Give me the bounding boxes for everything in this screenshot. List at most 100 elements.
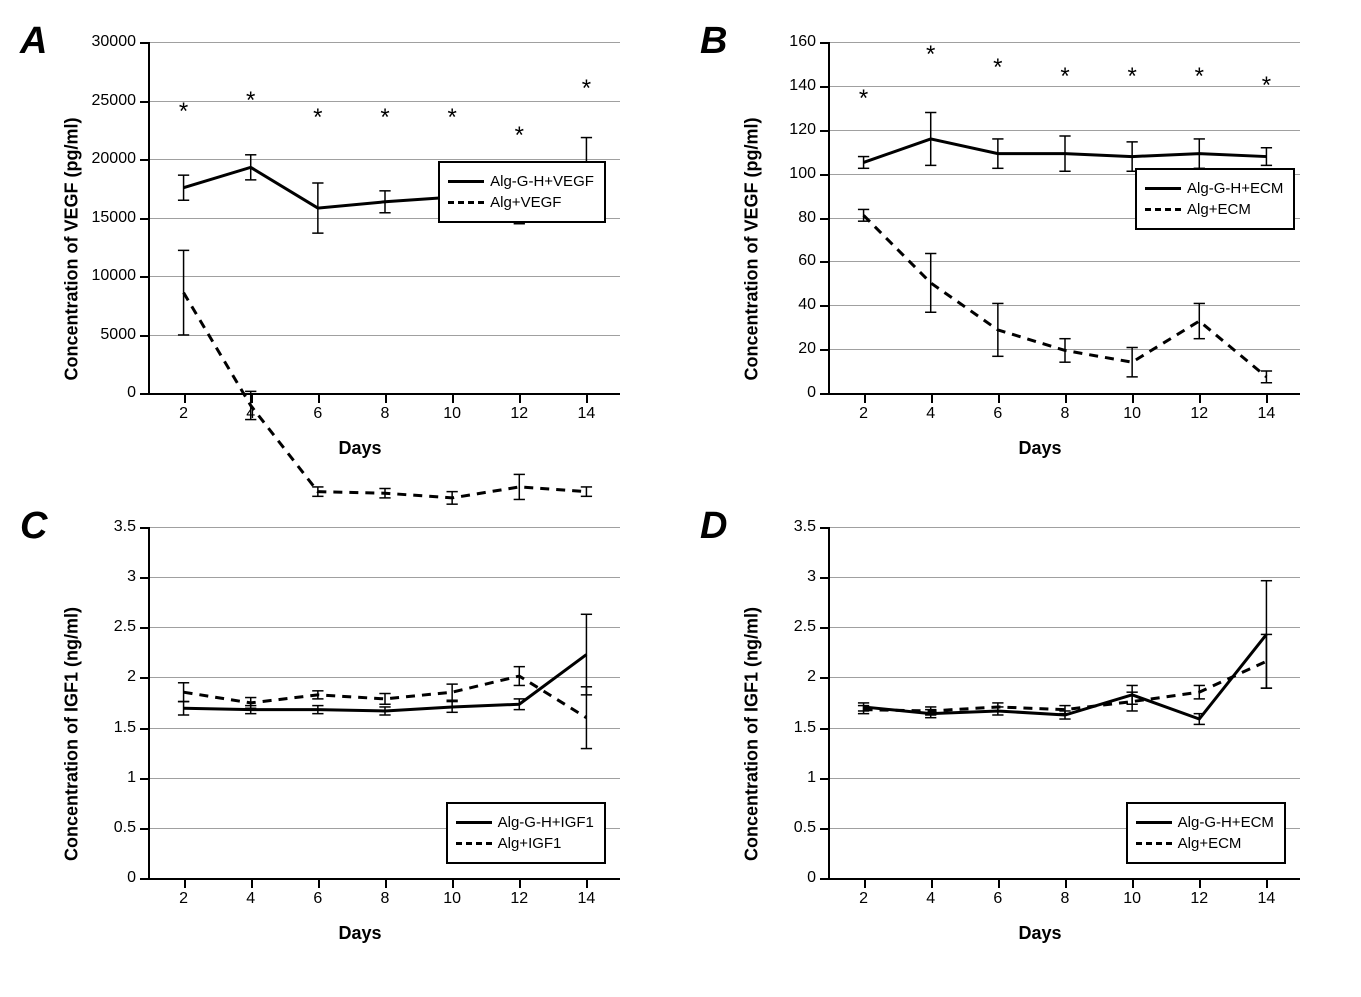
chart-area: Concentration of IGF1 (ng/ml)Days00.511.… xyxy=(70,517,650,950)
y-tick-label: 0.5 xyxy=(114,819,150,837)
legend-label: Alg-G-H+IGF1 xyxy=(498,814,594,831)
panel-B: BConcentration of VEGF (pg/ml)Days020406… xyxy=(700,20,1340,475)
y-tick-label: 80 xyxy=(798,209,830,227)
legend-label: Alg+ECM xyxy=(1187,201,1251,218)
significance-marker: * xyxy=(380,104,389,132)
y-tick-label: 60 xyxy=(798,252,830,270)
legend: Alg-G-H+IGF1 Alg+IGF1 xyxy=(446,802,606,864)
plot-area: 00.511.522.533.52468101214Alg-G-H+ECMAlg… xyxy=(828,527,1300,880)
y-tick-label: 1.5 xyxy=(794,719,830,737)
significance-marker: * xyxy=(1195,63,1204,91)
legend: Alg-G-H+VEGF Alg+VEGF xyxy=(438,161,606,223)
panel-A: AConcentration of VEGF (pg/ml)Days050001… xyxy=(20,20,660,475)
y-tick-label: 3.5 xyxy=(114,518,150,536)
panel-D: DConcentration of IGF1 (ng/ml)Days00.511… xyxy=(700,505,1340,960)
legend-label: Alg-G-H+VEGF xyxy=(490,173,594,190)
legend-label: Alg-G-H+ECM xyxy=(1178,814,1274,831)
y-axis-label: Concentration of VEGF (pg/ml) xyxy=(742,117,763,380)
significance-marker: * xyxy=(926,41,935,69)
y-tick-label: 1 xyxy=(127,769,150,787)
y-tick-label: 2 xyxy=(807,668,830,686)
significance-marker: * xyxy=(313,104,322,132)
y-tick-label: 25000 xyxy=(92,92,151,110)
chart-wrap: Concentration of IGF1 (ng/ml)Days00.511.… xyxy=(750,517,1330,950)
legend-item: Alg+VEGF xyxy=(448,194,594,211)
legend-swatch xyxy=(456,842,492,845)
y-tick-label: 140 xyxy=(789,77,830,95)
legend-item: Alg-G-H+IGF1 xyxy=(456,814,594,831)
significance-marker: * xyxy=(993,54,1002,82)
plot-area: 00.511.522.533.52468101214Alg-G-H+IGF1Al… xyxy=(148,527,620,880)
legend-swatch xyxy=(1145,187,1181,190)
legend-swatch xyxy=(1136,842,1172,845)
y-tick-label: 2.5 xyxy=(794,618,830,636)
y-tick-label: 0 xyxy=(807,384,830,402)
y-tick-label: 0 xyxy=(807,869,830,887)
plot-area: 0204060801001201401602468101214*******Al… xyxy=(828,42,1300,395)
y-tick-label: 3 xyxy=(807,568,830,586)
legend: Alg-G-H+ECM Alg+ECM xyxy=(1126,802,1286,864)
y-tick-label: 10000 xyxy=(92,267,151,285)
series-line xyxy=(864,661,1267,711)
panel-letter: D xyxy=(700,505,727,548)
legend-item: Alg-G-H+ECM xyxy=(1136,814,1274,831)
y-tick-label: 0.5 xyxy=(794,819,830,837)
y-tick-label: 0 xyxy=(127,384,150,402)
chart-area: Concentration of VEGF (pg/ml)Days0500010… xyxy=(70,32,650,465)
chart-area: Concentration of IGF1 (ng/ml)Days00.511.… xyxy=(750,517,1330,950)
legend-item: Alg+ECM xyxy=(1136,835,1274,852)
legend-swatch xyxy=(1136,821,1172,824)
significance-marker: * xyxy=(1060,63,1069,91)
chart-wrap: Concentration of VEGF (pg/ml)Days0204060… xyxy=(750,32,1330,465)
y-tick-label: 15000 xyxy=(92,209,151,227)
legend-label: Alg+IGF1 xyxy=(498,835,562,852)
legend-item: Alg-G-H+ECM xyxy=(1145,180,1283,197)
significance-marker: * xyxy=(179,98,188,126)
legend-swatch xyxy=(1145,208,1181,211)
legend-swatch xyxy=(456,821,492,824)
y-axis-label: Concentration of IGF1 (ng/ml) xyxy=(742,607,763,861)
y-tick-label: 100 xyxy=(789,165,830,183)
plot-area: 0500010000150002000025000300002468101214… xyxy=(148,42,620,395)
plot-svg xyxy=(830,527,1300,997)
y-tick-label: 30000 xyxy=(92,33,151,51)
legend: Alg-G-H+ECM Alg+ECM xyxy=(1135,168,1295,230)
chart-wrap: Concentration of VEGF (pg/ml)Days0500010… xyxy=(70,32,650,465)
y-axis-label: Concentration of IGF1 (ng/ml) xyxy=(62,607,83,861)
legend-label: Alg+VEGF xyxy=(490,194,561,211)
legend-swatch xyxy=(448,180,484,183)
y-tick-label: 3 xyxy=(127,568,150,586)
y-tick-label: 2.5 xyxy=(114,618,150,636)
panel-letter: A xyxy=(20,20,47,63)
significance-marker: * xyxy=(1262,72,1271,100)
legend-label: Alg-G-H+ECM xyxy=(1187,180,1283,197)
y-tick-label: 0 xyxy=(127,869,150,887)
y-tick-label: 160 xyxy=(789,33,830,51)
chart-wrap: Concentration of IGF1 (ng/ml)Days00.511.… xyxy=(70,517,650,950)
legend-item: Alg+IGF1 xyxy=(456,835,594,852)
significance-marker: * xyxy=(447,104,456,132)
y-tick-label: 2 xyxy=(127,668,150,686)
legend-swatch xyxy=(448,201,484,204)
significance-marker: * xyxy=(859,85,868,113)
panel-C: CConcentration of IGF1 (ng/ml)Days00.511… xyxy=(20,505,660,960)
chart-area: Concentration of VEGF (pg/ml)Days0204060… xyxy=(750,32,1330,465)
series-line xyxy=(184,293,587,498)
legend-item: Alg+ECM xyxy=(1145,201,1283,218)
panel-letter: C xyxy=(20,505,47,548)
significance-marker: * xyxy=(1127,63,1136,91)
legend-item: Alg-G-H+VEGF xyxy=(448,173,594,190)
significance-marker: * xyxy=(582,75,591,103)
panel-letter: B xyxy=(700,20,727,63)
significance-marker: * xyxy=(515,122,524,150)
y-tick-label: 3.5 xyxy=(794,518,830,536)
y-tick-label: 1 xyxy=(807,769,830,787)
y-axis-label: Concentration of VEGF (pg/ml) xyxy=(62,117,83,380)
y-tick-label: 120 xyxy=(789,121,830,139)
y-tick-label: 1.5 xyxy=(114,719,150,737)
y-tick-label: 5000 xyxy=(100,326,150,344)
significance-marker: * xyxy=(246,87,255,115)
y-tick-label: 20000 xyxy=(92,150,151,168)
y-tick-label: 40 xyxy=(798,296,830,314)
figure-grid: AConcentration of VEGF (pg/ml)Days050001… xyxy=(20,20,1340,960)
